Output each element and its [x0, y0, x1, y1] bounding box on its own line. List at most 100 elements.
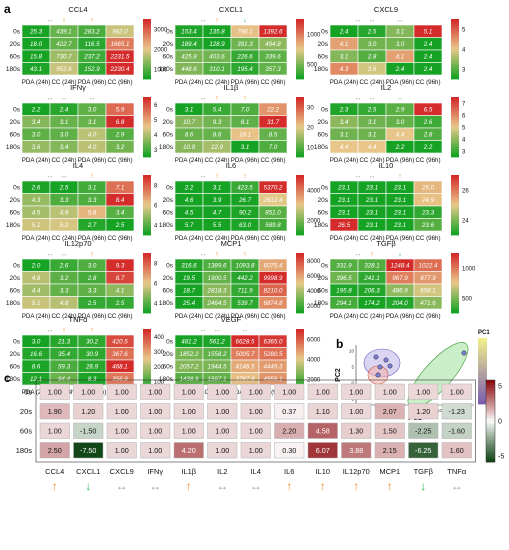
foldchange-value: 1.00	[115, 387, 129, 396]
colorbar-segment	[143, 293, 151, 296]
colorbar-segment	[451, 303, 459, 306]
panel-label-b: b	[336, 337, 343, 351]
trend-arrow-icon: ↔	[200, 251, 207, 258]
heatmap-cell	[258, 296, 288, 310]
colorbar-segment	[143, 270, 151, 274]
heatmap-cell	[258, 218, 288, 232]
heatmap-value: 3.0	[88, 107, 97, 114]
heatmap-value: 25.0	[421, 185, 435, 192]
colorbar-segment	[143, 54, 151, 57]
heatmap-row-label: 60s	[318, 288, 329, 295]
foldchange-colorbar-segment	[486, 396, 495, 400]
trend-arrow-icon: ↑	[215, 173, 219, 180]
colorbar-segment	[143, 308, 151, 311]
colorbar-tick-label: 30	[307, 106, 314, 112]
colorbar-segment	[296, 132, 304, 135]
trend-arrow-icon: ↔	[47, 95, 54, 102]
heatmap-value: 6075.4	[264, 263, 283, 270]
heatmap-value: 7.1	[116, 185, 125, 192]
heatmap-col-label: PDA (96h)	[78, 313, 107, 320]
colorbar-tick-label: 20	[307, 126, 314, 132]
foldchange-col-label: IFNγ	[147, 467, 163, 476]
heatmap-col-label: CC (96h)	[260, 79, 285, 86]
colorbar-segment	[296, 278, 304, 281]
heatmap-col-label: CC (24h)	[51, 235, 76, 242]
colorbar-segment	[143, 56, 151, 60]
foldchange-colorbar-segment	[486, 431, 495, 436]
pca-point	[377, 364, 383, 370]
colorbar-segment	[296, 104, 304, 108]
heatmap-value: 442.2	[237, 275, 253, 282]
foldchange-cell	[140, 383, 171, 400]
colorbar-segment	[451, 190, 459, 193]
heatmap-value: 18.0	[30, 41, 43, 48]
heatmap-value: 3787.8	[236, 376, 255, 383]
heatmap-col-label: PDA (96h)	[78, 157, 107, 164]
colorbar-segment	[451, 195, 459, 198]
trend-arrow-icon: ↓	[398, 251, 402, 258]
trend-arrow-icon: ↔	[200, 327, 207, 334]
colorbar-segment	[451, 210, 459, 213]
trend-arrow-icon: ↑	[215, 17, 219, 24]
heatmap-value: 23.1	[337, 210, 350, 217]
colorbar-segment	[143, 127, 151, 130]
trend-arrow-icon: ↑	[243, 95, 247, 102]
foldchange-cell	[274, 422, 305, 439]
colorbar-tick-label: 8	[154, 262, 158, 268]
heatmap-value: 135.8	[209, 29, 225, 36]
heatmap-value: 3.1	[340, 54, 349, 61]
colorbar-segment	[451, 154, 459, 158]
heatmap-row-label: 180s	[6, 222, 21, 229]
heatmap-value: 2.4	[423, 54, 433, 61]
heatmap-value: 23.1	[337, 185, 350, 192]
colorbar-segment	[143, 76, 151, 80]
heatmap-title: CCL4	[68, 5, 87, 14]
colorbar-segment	[451, 99, 459, 103]
colorbar-segment	[451, 225, 459, 228]
heatmap-value: 3.1	[241, 144, 250, 151]
heatmap-value: 2.5	[59, 185, 69, 192]
heatmap-6: IL4 ↔ ↔ ↑ 2.6 2.5 3.1 7.1 4.3 3.3 3.3 8.4 4.5 4.8 5.8 3…	[6, 161, 158, 242]
heatmap-row-label: 180s	[314, 66, 329, 73]
colorbar-segment	[296, 192, 304, 196]
colorbar-tick-label: 300	[154, 350, 165, 356]
colorbar-segment	[296, 66, 304, 70]
foldchange-cell	[207, 383, 238, 400]
trend-arrow-icon: ↑	[215, 95, 219, 102]
colorbar-tick-label: 3	[462, 150, 466, 156]
heatmap-2: CXCL9 ↔ ↔ ↔ 2.4 2.5 3.1 5.1 4.1 3.0 3.0 2.4 3.1 2.8 4.…	[314, 5, 466, 86]
heatmap-value: 1900.5	[208, 275, 227, 282]
colorbar-segment	[143, 283, 151, 286]
heatmap-value: 1438.9	[180, 376, 199, 383]
colorbar-segment	[451, 74, 459, 77]
colorbar-segment	[143, 341, 151, 345]
heatmap-row-label: 180s	[159, 300, 174, 307]
trend-arrow-icon: ↔	[355, 173, 362, 180]
trend-arrow-icon: ↔	[451, 479, 463, 493]
foldchange-cell	[374, 442, 405, 459]
heatmap-value: 423.5	[237, 185, 253, 192]
trend-arrow-icon: ↔	[242, 327, 249, 334]
colorbar-segment	[451, 149, 459, 153]
heatmap-value: 10.7	[183, 119, 196, 126]
colorbar-segment	[143, 97, 151, 100]
foldchange-value: 1.00	[148, 407, 162, 416]
colorbar-segment	[143, 381, 151, 385]
trend-arrow-icon: ↔	[47, 173, 54, 180]
foldchange-cell	[106, 442, 137, 459]
heatmap-value: 3.0	[32, 339, 41, 346]
colorbar-segment	[296, 381, 304, 385]
heatmap-row-label: 60s	[10, 54, 21, 61]
pca-colorbar-segment	[478, 367, 487, 372]
colorbar-segment	[143, 29, 151, 32]
heatmap-value: 4.3	[32, 197, 41, 204]
foldchange-value: 2.50	[48, 446, 62, 455]
colorbar-segment	[451, 275, 459, 279]
heatmap-col-label: CC (96h)	[107, 79, 132, 86]
heatmap-value: 21.3	[57, 339, 71, 346]
foldchange-colorbar-segment	[486, 434, 495, 438]
heatmap-value: 3.1	[340, 132, 349, 139]
colorbar-segment	[296, 305, 304, 309]
heatmap-row-label: 180s	[6, 376, 21, 383]
colorbar-tick-label: 2000	[307, 304, 321, 310]
